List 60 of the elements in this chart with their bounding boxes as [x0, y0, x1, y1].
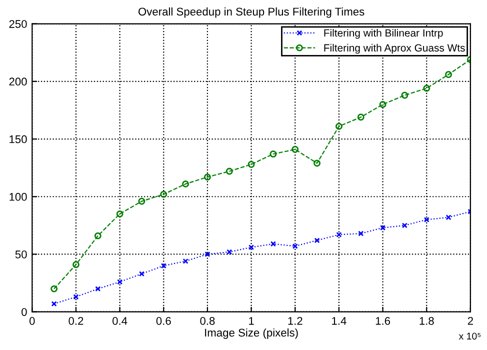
point — [138, 198, 146, 205]
x-tick-label: 1.4 — [332, 317, 346, 325]
x-tick-label: 1 — [249, 317, 254, 325]
point — [402, 222, 408, 228]
point — [401, 92, 408, 99]
legend-label: Filtering with Aprox Guass Wts — [324, 44, 465, 54]
point — [182, 180, 190, 188]
x-tick-label: 1.2 — [288, 317, 302, 325]
point — [292, 146, 299, 153]
point — [335, 122, 342, 130]
legend-label: Filtering with Bilinear Intrp — [324, 29, 443, 39]
point — [248, 160, 255, 168]
point — [117, 279, 123, 285]
x-tick-label: 0.6 — [156, 317, 171, 325]
point — [226, 168, 233, 175]
x-tick-label: 0.2 — [68, 317, 84, 325]
point — [379, 100, 386, 108]
point — [51, 301, 57, 307]
point — [72, 261, 80, 268]
point — [204, 174, 211, 181]
point — [182, 258, 188, 264]
x-tick-label: 0.4 — [112, 317, 128, 325]
text: x 10⁵ — [458, 332, 481, 340]
point — [336, 232, 342, 238]
point — [73, 294, 79, 300]
point — [270, 241, 276, 247]
point — [138, 271, 144, 277]
point — [358, 230, 364, 236]
chart-title: Overall Speedup in Steup Plus Filtering Times — [138, 7, 364, 18]
point — [380, 224, 386, 231]
point — [270, 150, 277, 158]
point — [204, 251, 210, 258]
point — [94, 232, 102, 240]
point — [160, 190, 168, 198]
point — [314, 238, 320, 244]
y-tick-label: 250 — [9, 20, 27, 28]
point — [226, 249, 232, 255]
x-tick-label: 0 — [29, 317, 35, 325]
point — [357, 114, 364, 121]
point — [423, 84, 430, 92]
point — [314, 160, 321, 167]
y-tick-label: 100 — [10, 192, 27, 201]
y-tick-label: 50 — [15, 250, 27, 258]
x-tick-label: 1.6 — [376, 317, 390, 325]
y-tick-label: 200 — [9, 78, 27, 86]
y-tick-label: 150 — [10, 135, 27, 144]
point — [160, 262, 166, 269]
point — [445, 71, 452, 78]
x-tick-label: 0.8 — [200, 317, 215, 325]
point — [95, 286, 101, 292]
x-axis-title: Image Size (pixels) — [205, 328, 298, 339]
y-tick-label: 0 — [22, 308, 27, 316]
point — [50, 285, 58, 292]
point — [446, 214, 452, 220]
x-tick-label: 1.8 — [420, 317, 434, 325]
point — [116, 210, 124, 218]
point — [292, 243, 298, 249]
point — [424, 216, 430, 222]
point — [248, 244, 254, 250]
x-tick-label: 2 — [468, 317, 473, 325]
